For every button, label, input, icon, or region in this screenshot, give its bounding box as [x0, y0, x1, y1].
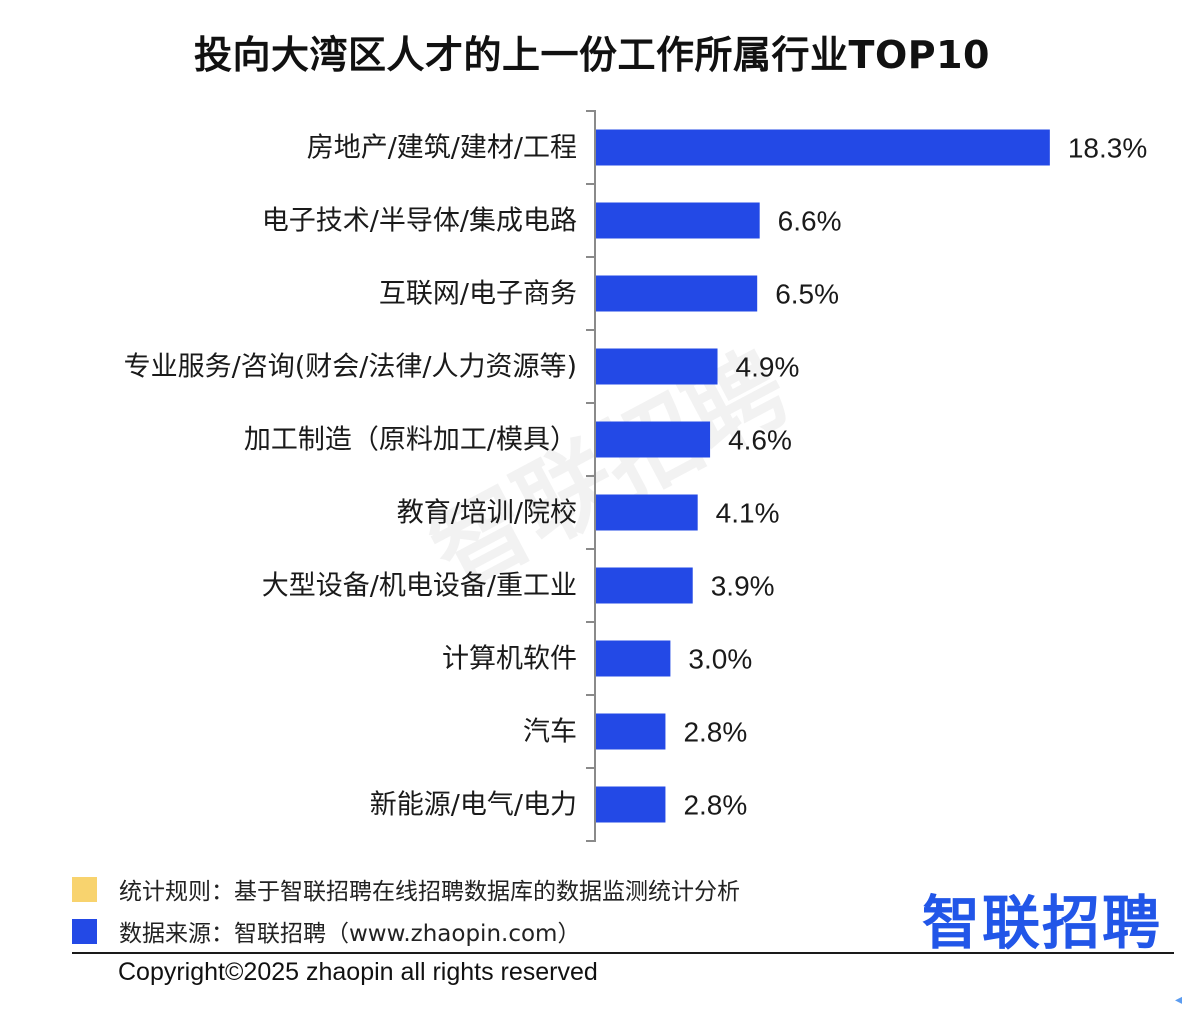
source-swatch: [72, 918, 97, 944]
category-label: 加工制造（原料加工/模具）: [244, 425, 577, 456]
rule-text: 统计规则：基于智联招聘在线招聘数据库的数据监测统计分析: [119, 879, 740, 905]
bar: [596, 713, 666, 750]
category-label: 房地产/建筑/建材/工程: [307, 133, 577, 164]
zhaopin-logo: 智联招聘: [921, 889, 1162, 957]
category-label: 大型设备/机电设备/重工业: [262, 571, 577, 602]
y-axis-ticks: [586, 110, 596, 842]
bar: [596, 640, 671, 677]
rule-swatch: [72, 876, 97, 902]
bar: [596, 494, 698, 531]
category-label: 专业服务/咨询(财会/法律/人力资源等): [124, 352, 577, 383]
bar: [596, 786, 666, 823]
value-label: 18.3%: [1068, 133, 1147, 164]
category-label: 电子技术/半导体/集成电路: [262, 206, 577, 237]
value-label: 3.0%: [688, 644, 752, 675]
copyright-text: Copyright©2025 zhaopin all rights reserv…: [118, 958, 598, 986]
bars-layer: [596, 129, 1050, 823]
category-label: 计算机软件: [442, 644, 577, 675]
footer-divider: [72, 952, 1174, 954]
category-label: 教育/培训/院校: [397, 498, 577, 529]
bar: [596, 202, 760, 239]
bar: [596, 421, 711, 458]
bar: [596, 275, 758, 312]
value-label: 3.9%: [711, 571, 775, 602]
source-text: 数据来源：智联招聘（www.zhaopin.com）: [119, 921, 581, 947]
bar: [596, 129, 1050, 166]
category-label: 新能源/电气/电力: [370, 790, 577, 821]
value-label: 6.5%: [775, 279, 839, 310]
bar-chart: 智联招聘 房地产/建筑/建材/工程电子技术/半导体/集成电路互联网/电子商务专业…: [124, 110, 1147, 842]
footnote-source: 数据来源：智联招聘（www.zhaopin.com）: [72, 914, 580, 948]
category-label: 汽车: [523, 717, 577, 748]
bar: [596, 567, 693, 604]
chart-title: 投向大湾区人才的上一份工作所属行业TOP10: [194, 33, 990, 77]
value-label: 4.6%: [728, 425, 792, 456]
category-label: 互联网/电子商务: [379, 279, 577, 310]
bar: [596, 348, 718, 385]
footnote-rule: 统计规则：基于智联招聘在线招聘数据库的数据监测统计分析: [72, 872, 740, 906]
category-labels: 房地产/建筑/建材/工程电子技术/半导体/集成电路互联网/电子商务专业服务/咨询…: [124, 133, 577, 821]
value-labels: 18.3% 6.6% 6.5% 4.9% 4.6% 4.1% 3.9% 3.0% 2.8% 2.8…: [683, 133, 1147, 821]
value-label: 6.6%: [778, 206, 842, 237]
value-label: 2.8%: [683, 790, 747, 821]
value-label: 4.9%: [736, 352, 800, 383]
corner-arrow-icon: ◂: [1174, 992, 1182, 1008]
value-label: 2.8%: [683, 717, 747, 748]
value-label: 4.1%: [716, 498, 780, 529]
